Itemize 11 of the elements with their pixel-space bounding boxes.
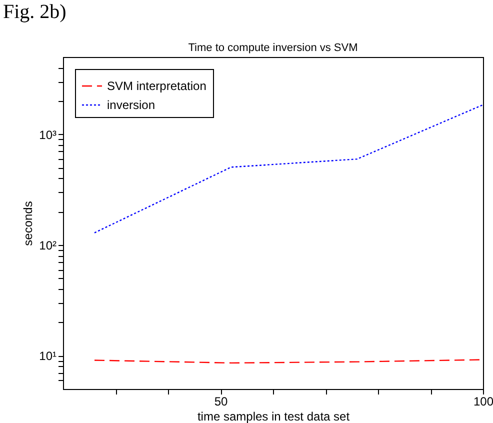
y-tick-label: 10¹: [39, 349, 57, 364]
x-tick-label: 100: [473, 394, 493, 408]
legend-label: SVM interpretation: [107, 79, 206, 93]
y-tick-label: 10³: [39, 128, 57, 142]
caption: Fig. 2b): [3, 1, 66, 23]
x-tick-label: 50: [214, 394, 228, 408]
chart-title: Time to compute inversion vs SVM: [188, 42, 358, 54]
y-tick-label: 10²: [39, 238, 57, 253]
legend-label: inversion: [107, 98, 156, 112]
x-axis-title: time samples in test data set: [197, 410, 350, 423]
y-axis-title: seconds: [21, 201, 36, 246]
